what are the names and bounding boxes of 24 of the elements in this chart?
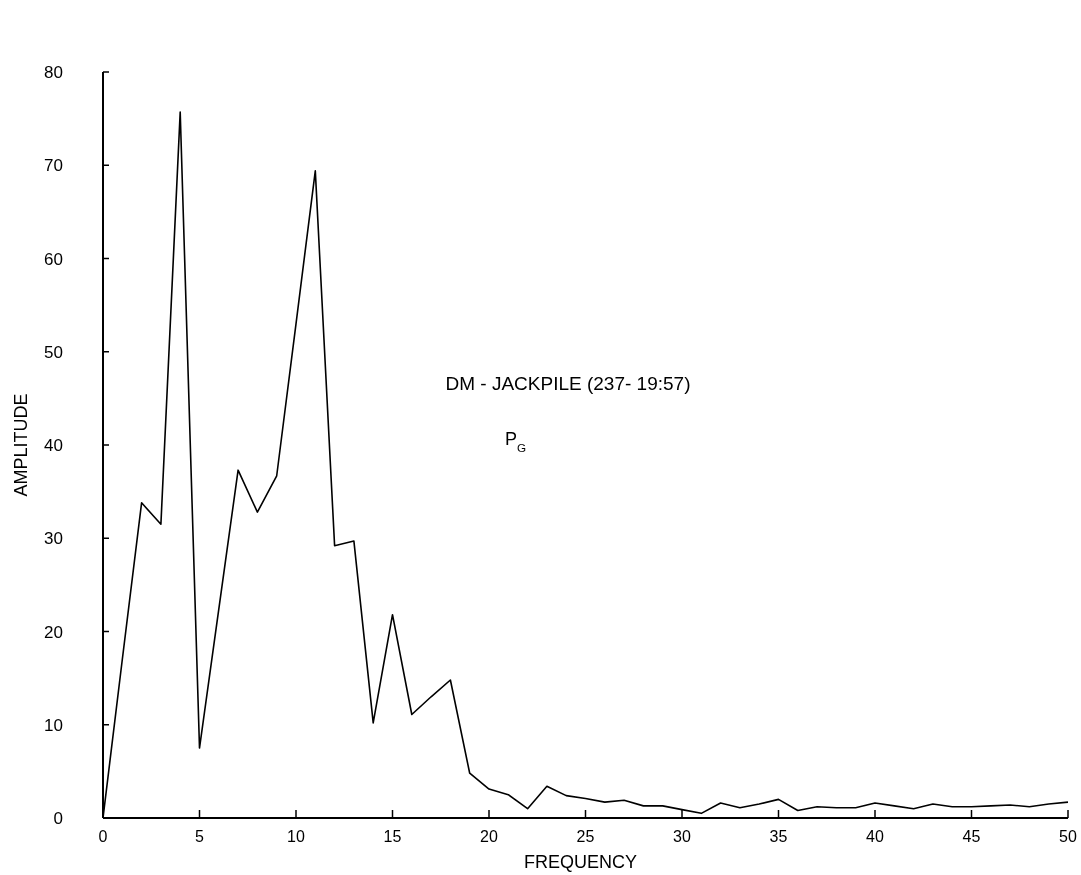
x-tick-label: 0 — [98, 828, 108, 845]
y-tick-label: 30 — [44, 529, 63, 549]
x-tick-label: 20 — [480, 828, 498, 845]
x-tick-label: 15 — [383, 828, 402, 845]
y-tick-label: 50 — [44, 342, 63, 362]
x-tick-label: 45 — [962, 828, 981, 845]
y-tick-label: 40 — [44, 436, 63, 455]
x-tick-label: 40 — [866, 828, 884, 845]
y-tick-label: 10 — [44, 715, 63, 735]
x-tick-label: 30 — [673, 828, 691, 845]
y-tick-label: 0 — [53, 809, 63, 828]
y-tick-label: 70 — [44, 156, 63, 176]
x-axis-title: FREQUENCY — [523, 852, 638, 872]
x-tick-label: 35 — [769, 828, 788, 845]
text: DM - JACKPILE (237- 19:57) — [445, 373, 691, 394]
annotation: P$_{G}$ — [505, 429, 527, 454]
x-tick-label: 50 — [1059, 828, 1077, 845]
x-tick-label: 25 — [576, 828, 595, 845]
y-tick-label: 60 — [44, 249, 63, 269]
x-tick-label: 10 — [287, 828, 305, 845]
y-tick-label: 80 — [44, 63, 63, 82]
y-tick-label: 20 — [44, 622, 63, 642]
y-axis-title: AMPLITUDE — [11, 393, 31, 497]
x-tick-label: 5 — [195, 828, 205, 845]
